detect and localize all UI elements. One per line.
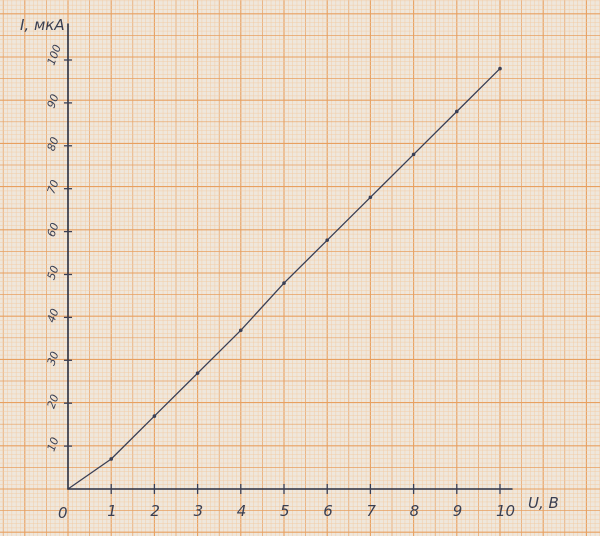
x-axis-label: U, B <box>528 494 559 512</box>
y-tick-label: 10 <box>45 436 62 454</box>
data-point <box>368 195 373 200</box>
x-tick-label: 2 <box>150 502 160 520</box>
y-tick-label: 80 <box>45 135 62 153</box>
data-point <box>152 414 157 418</box>
y-tick-label: 60 <box>45 221 62 239</box>
data-point <box>195 371 200 375</box>
axes <box>67 23 513 490</box>
origin-label: 0 <box>58 504 68 522</box>
x-tick-label: 6 <box>323 502 333 520</box>
y-tick-label: 70 <box>45 178 62 196</box>
data-point <box>239 328 243 333</box>
x-tick-label: 4 <box>237 502 247 520</box>
x-tick-label: 5 <box>280 502 290 520</box>
data-point <box>498 66 502 71</box>
x-tick-label: 7 <box>366 502 376 520</box>
data-series <box>67 66 502 490</box>
data-point <box>109 457 113 461</box>
data-point <box>282 281 286 285</box>
y-axis-label: I, мкА <box>20 16 65 34</box>
x-tick-label: 9 <box>453 502 463 520</box>
y-tick-label: 50 <box>45 264 62 282</box>
x-tick-label: 8 <box>410 502 420 520</box>
y-tick-label: 90 <box>45 92 62 110</box>
x-tick-label: 10 <box>496 502 515 520</box>
y-tick-label: 20 <box>45 393 62 411</box>
data-point <box>325 238 330 242</box>
data-point <box>411 152 416 157</box>
x-tick-label: 1 <box>107 502 117 520</box>
y-tick-label: 30 <box>45 350 62 368</box>
x-tick-label: 3 <box>194 502 204 520</box>
data-point <box>455 109 459 114</box>
y-tick-label: 40 <box>45 307 62 325</box>
